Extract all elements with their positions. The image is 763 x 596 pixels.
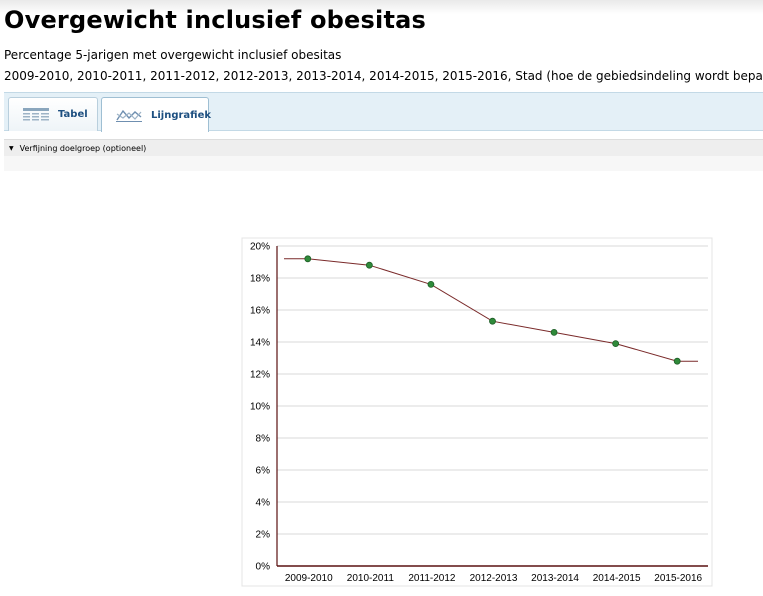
data-point [489, 317, 496, 325]
x-tick-label: 2015-2016 [654, 573, 702, 584]
x-tick-label: 2012-2013 [470, 573, 518, 584]
tab-lijngrafiek-label: Lijngrafiek [151, 109, 212, 121]
data-point [304, 255, 312, 263]
view-tabs: Tabel Lijngrafiek [4, 92, 763, 132]
tab-tabel[interactable]: Tabel [8, 97, 98, 131]
line-chart-icon [116, 108, 142, 122]
chart-labels: 0% 2% 4% 6% 8% 10% 12% 14% 16% 18% 20% 2009-2010 201… [250, 242, 703, 585]
filter-label: Verfijning doelgroep (optioneel) [19, 143, 147, 153]
y-tick-label: 2% [256, 530, 271, 541]
filter-toggle[interactable]: ▼ Verfijning doelgroep (optioneel) [4, 139, 763, 156]
x-tick-label: 2011-2012 [408, 573, 456, 584]
x-tick-label: 2010-2011 [347, 573, 395, 584]
y-tick-label: 12% [250, 370, 270, 381]
y-tick-label: 14% [250, 338, 270, 349]
tab-tabel-label: Tabel [58, 109, 88, 120]
data-point [427, 280, 435, 288]
caret-down-icon: ▼ [9, 144, 14, 152]
tab-lijngrafiek[interactable]: Lijngrafiek [101, 97, 212, 132]
chart-series [284, 255, 698, 365]
y-tick-label: 4% [256, 498, 271, 509]
y-tick-label: 6% [256, 466, 271, 477]
data-point [612, 340, 620, 348]
data-point [550, 328, 558, 336]
data-point [365, 261, 373, 269]
x-tick-label: 2013-2014 [531, 573, 579, 584]
table-icon [23, 107, 49, 122]
page-subtitle: Percentage 5-jarigen met overgewicht inc… [4, 48, 342, 62]
chart-frame [241, 237, 713, 587]
x-tick-label: 2014-2015 [593, 573, 641, 584]
filter-panel-shade [4, 156, 763, 171]
y-tick-label: 20% [250, 242, 270, 253]
y-tick-label: 16% [250, 306, 270, 317]
page-title: Overgewicht inclusief obesitas [4, 6, 427, 34]
x-tick-label: 2009-2010 [285, 573, 333, 584]
y-tick-label: 10% [250, 402, 270, 413]
data-point [673, 357, 681, 365]
chart-axes [276, 246, 708, 567]
y-tick-label: 8% [256, 434, 271, 445]
chart-gridlines [277, 245, 708, 535]
y-tick-label: 0% [256, 562, 271, 573]
top-shadow [0, 0, 763, 14]
selection-summary: 2009-2010, 2010-2011, 2011-2012, 2012-20… [4, 69, 763, 83]
y-tick-label: 18% [250, 274, 270, 285]
